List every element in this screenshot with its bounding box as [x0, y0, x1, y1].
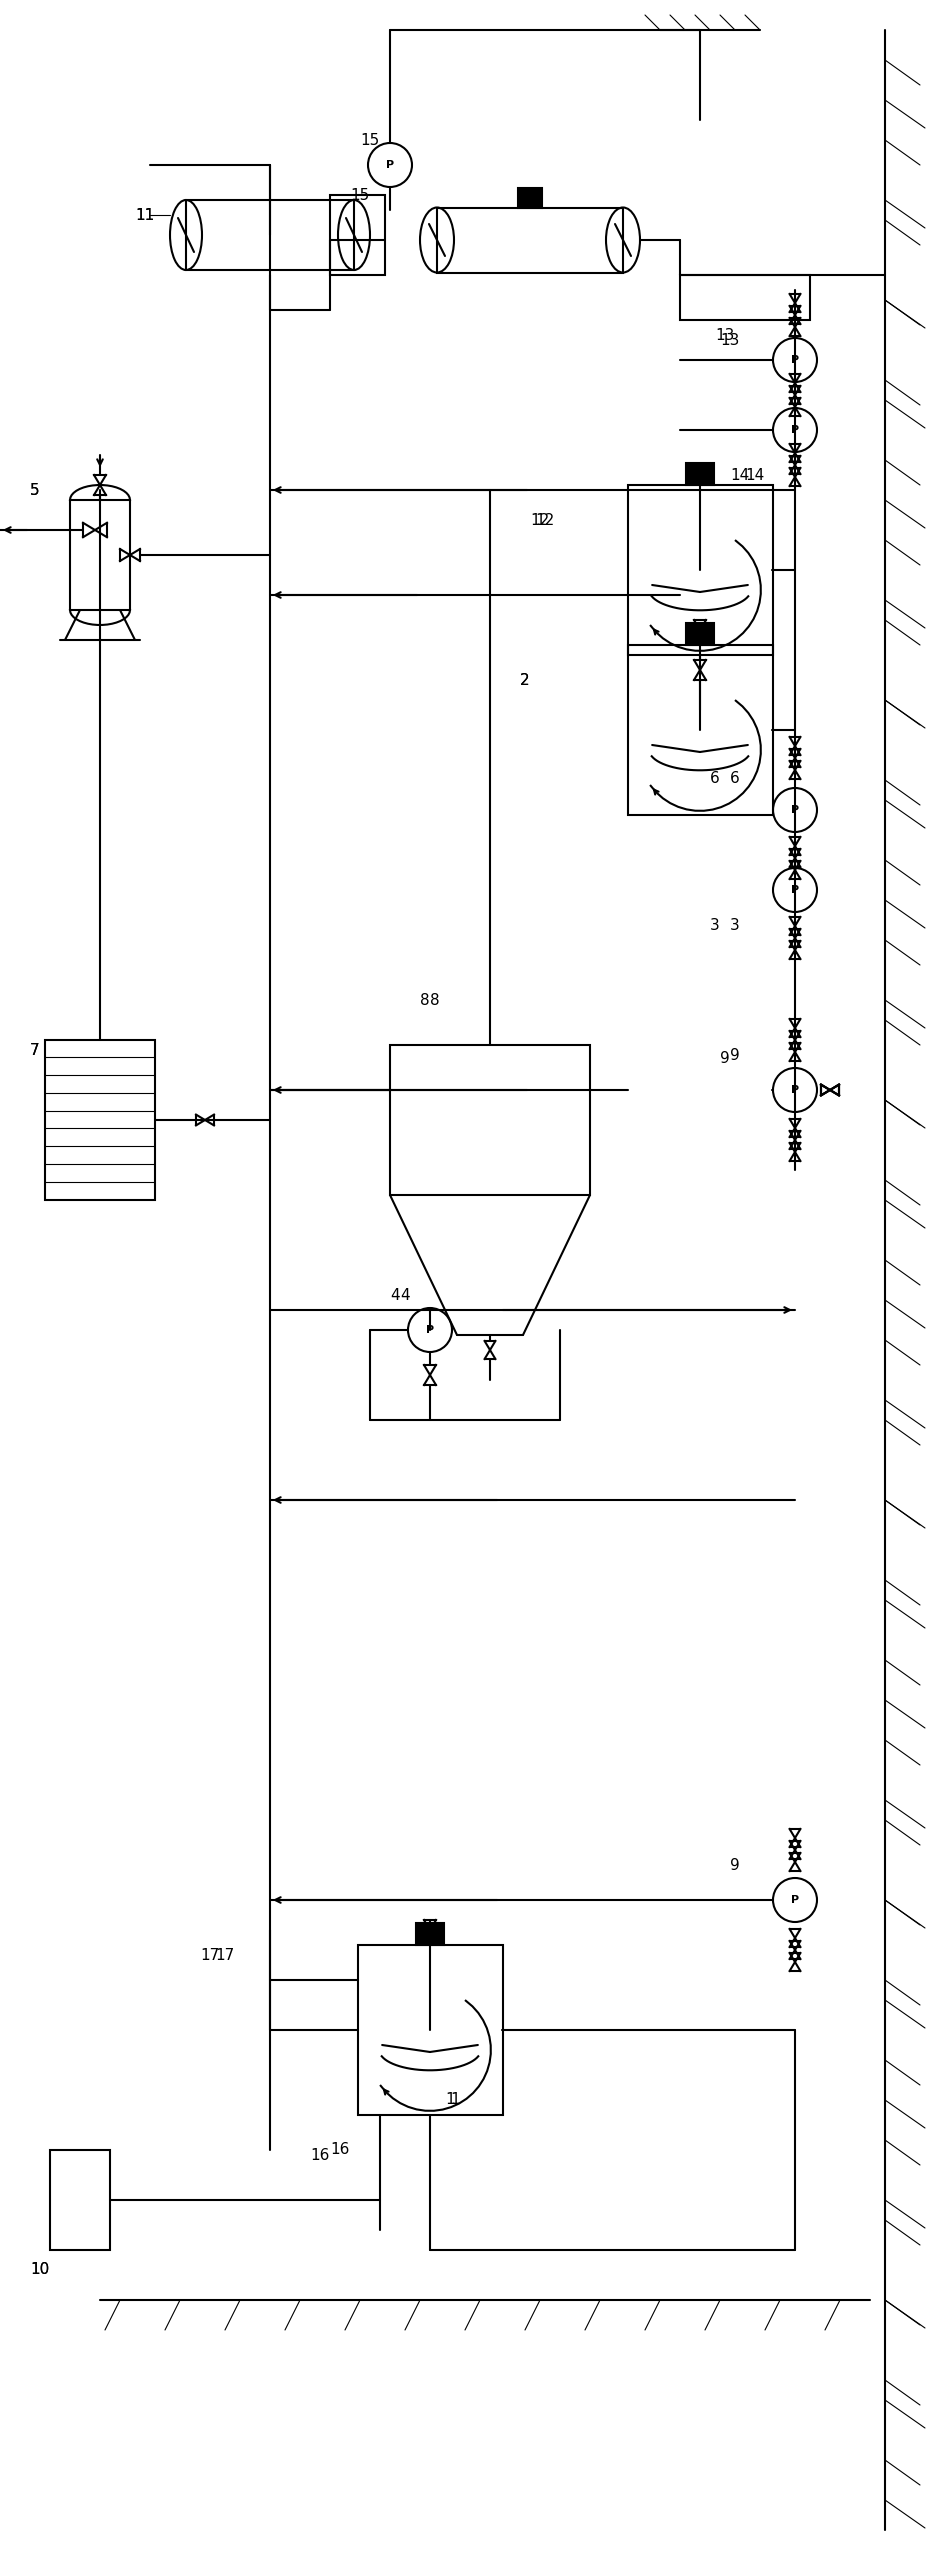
- Text: P: P: [791, 1084, 799, 1094]
- Text: P: P: [791, 355, 799, 366]
- Text: 13: 13: [715, 327, 735, 343]
- Bar: [628, 644, 773, 816]
- Text: 7: 7: [30, 1043, 40, 1059]
- Text: 14: 14: [745, 468, 764, 483]
- Text: 5: 5: [30, 483, 40, 499]
- Text: 9: 9: [730, 1048, 739, 1064]
- Bar: [416, 1923, 444, 1946]
- Text: 1: 1: [445, 2092, 455, 2107]
- Bar: [358, 1946, 503, 2115]
- Bar: [686, 624, 714, 644]
- Text: 8: 8: [430, 992, 439, 1007]
- Text: 17: 17: [200, 1948, 220, 1964]
- Text: 10: 10: [30, 2263, 49, 2278]
- Text: P: P: [791, 805, 799, 816]
- Bar: [50, 2150, 110, 2250]
- Bar: [628, 486, 773, 655]
- Text: 3: 3: [730, 918, 739, 933]
- Text: 6: 6: [730, 770, 739, 785]
- Text: P: P: [791, 885, 799, 895]
- Bar: [390, 1046, 590, 1194]
- Text: 4: 4: [400, 1289, 409, 1302]
- Text: 10: 10: [30, 2263, 49, 2278]
- Text: 5: 5: [30, 483, 40, 499]
- Text: 16: 16: [330, 2143, 349, 2158]
- Text: 9: 9: [730, 1856, 739, 1872]
- Text: 4: 4: [390, 1289, 400, 1302]
- Bar: [680, 276, 810, 320]
- Text: 16: 16: [310, 2148, 329, 2163]
- Text: P: P: [791, 424, 799, 435]
- Text: P: P: [386, 161, 394, 169]
- Text: 12: 12: [530, 511, 549, 527]
- Bar: [330, 194, 385, 276]
- Text: 7: 7: [30, 1043, 40, 1059]
- Text: 2: 2: [520, 672, 530, 688]
- Text: 15: 15: [360, 133, 379, 148]
- Text: 1: 1: [450, 2092, 459, 2107]
- Bar: [686, 463, 714, 486]
- Text: 11: 11: [135, 207, 155, 222]
- Text: 14: 14: [730, 468, 750, 483]
- Bar: [437, 207, 623, 274]
- Bar: [518, 189, 542, 207]
- Text: 15: 15: [350, 187, 370, 202]
- Text: 2: 2: [520, 672, 530, 688]
- Text: 8: 8: [420, 992, 430, 1007]
- Text: 12: 12: [535, 511, 554, 527]
- Text: 6: 6: [710, 770, 720, 785]
- Bar: [70, 501, 130, 611]
- Text: 13: 13: [720, 332, 739, 348]
- Bar: [186, 199, 354, 271]
- Text: 17: 17: [215, 1948, 234, 1964]
- Text: 11: 11: [135, 207, 155, 222]
- Text: P: P: [426, 1325, 434, 1335]
- Text: P: P: [791, 1895, 799, 1905]
- Text: 3: 3: [710, 918, 720, 933]
- Text: 9: 9: [720, 1051, 730, 1066]
- Bar: [45, 1041, 155, 1199]
